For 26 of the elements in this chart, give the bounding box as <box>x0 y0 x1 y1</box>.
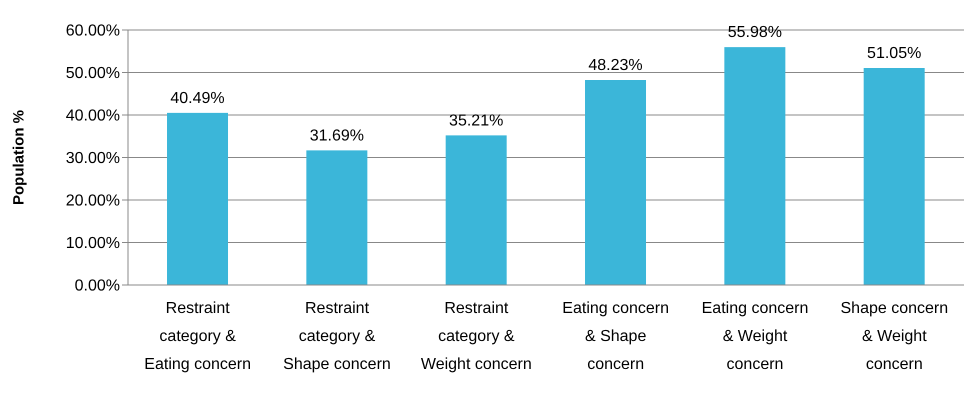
bar <box>306 150 368 285</box>
x-tick-label: Eating concern & Shape concern <box>562 300 670 373</box>
x-tick-label: Restraint category & Eating concern <box>144 300 252 373</box>
x-tick-label: Shape concern & Weight concern <box>840 300 948 373</box>
x-tick-label: Restraint category & Weight concern <box>420 300 532 373</box>
y-axis-title: Population % <box>10 110 28 205</box>
bar <box>446 135 507 285</box>
y-tick-label: 30.00% <box>66 150 120 168</box>
data-label: 40.49% <box>170 90 225 107</box>
bar <box>585 80 646 285</box>
x-tick-label: Eating concern & Weight concern <box>702 300 808 373</box>
data-label: 51.05% <box>867 45 922 62</box>
data-label: 55.98% <box>728 24 782 42</box>
data-label: 35.21% <box>449 112 504 130</box>
bar <box>167 112 228 285</box>
y-tick-label: 10.00% <box>66 235 120 252</box>
y-tick-label: 60.00% <box>66 22 120 40</box>
y-tick-label: 40.00% <box>66 108 120 125</box>
data-label: 48.23% <box>588 57 643 74</box>
y-tick-label: 50.00% <box>66 65 120 82</box>
data-label: 31.69% <box>310 127 364 144</box>
bar <box>864 68 925 285</box>
bar <box>724 47 786 285</box>
y-tick-label: 0.00% <box>74 278 120 295</box>
y-tick-label: 20.00% <box>66 192 120 210</box>
x-tick-label: Restraint category & Shape concern <box>283 300 391 373</box>
